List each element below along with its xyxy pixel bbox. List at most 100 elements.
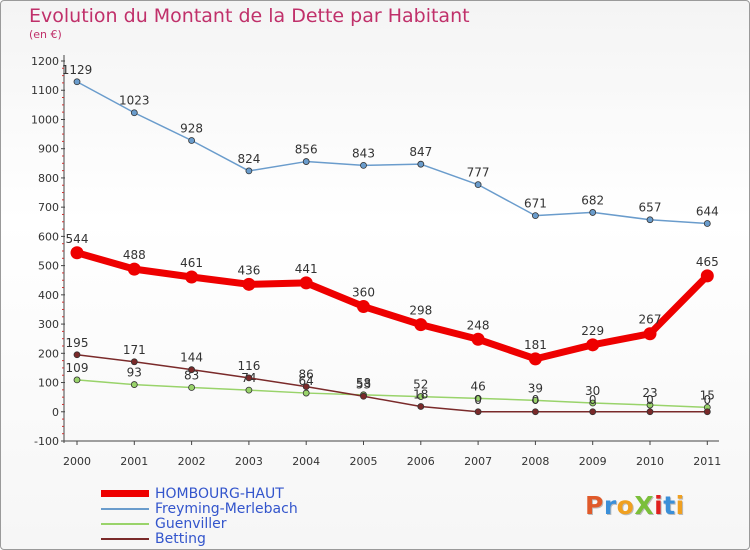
x-tick-label: 2011 bbox=[693, 455, 721, 468]
y-tick-label: 500 bbox=[38, 260, 59, 273]
x-tick-label: 2000 bbox=[63, 455, 91, 468]
data-point-freyming-merlebach bbox=[188, 137, 196, 144]
y-tick-label: -100 bbox=[34, 435, 59, 448]
data-point-guenviller bbox=[245, 386, 253, 394]
data-label-guenviller: 23 bbox=[642, 386, 657, 400]
data-label-guenviller: 52 bbox=[413, 378, 428, 392]
data-label-hombourg-haut: 181 bbox=[524, 338, 547, 352]
data-point-hombourg-haut bbox=[242, 277, 256, 291]
data-label-guenviller: 109 bbox=[66, 361, 89, 375]
data-point-freyming-merlebach bbox=[245, 167, 253, 175]
x-tick-label: 2009 bbox=[579, 455, 607, 468]
data-label-guenviller: 46 bbox=[470, 379, 485, 393]
data-label-freyming-merlebach: 847 bbox=[409, 145, 432, 159]
data-label-guenviller: 64 bbox=[299, 374, 314, 388]
y-tick-label: 300 bbox=[38, 318, 59, 331]
legend-swatch bbox=[101, 538, 149, 540]
data-point-guenviller bbox=[589, 399, 597, 407]
data-point-freyming-merlebach bbox=[417, 160, 425, 168]
data-point-freyming-merlebach bbox=[73, 78, 81, 86]
data-label-guenviller: 58 bbox=[356, 376, 371, 390]
data-label-freyming-merlebach: 644 bbox=[696, 205, 719, 219]
data-label-hombourg-haut: 465 bbox=[696, 255, 719, 269]
y-tick-label: 1100 bbox=[31, 84, 59, 97]
x-tick-label: 2006 bbox=[407, 455, 435, 468]
logo-letter: t bbox=[663, 491, 676, 520]
legend-swatch bbox=[101, 508, 149, 510]
legend-label: Guenviller bbox=[155, 516, 227, 532]
data-point-guenviller bbox=[188, 384, 196, 391]
y-tick-label: 0 bbox=[52, 406, 59, 419]
data-point-guenviller bbox=[646, 401, 654, 409]
data-label-freyming-merlebach: 671 bbox=[524, 197, 547, 211]
data-label-betting: 18 bbox=[413, 388, 428, 402]
data-label-guenviller: 39 bbox=[528, 381, 543, 395]
data-point-hombourg-haut bbox=[299, 276, 313, 290]
legend-label: Freyming-Merlebach bbox=[155, 501, 298, 517]
data-point-betting bbox=[417, 403, 425, 410]
data-point-hombourg-haut bbox=[414, 318, 428, 332]
data-label-freyming-merlebach: 856 bbox=[295, 143, 318, 157]
data-point-guenviller bbox=[73, 376, 81, 384]
data-label-hombourg-haut: 229 bbox=[581, 324, 604, 338]
y-tick-label: 1000 bbox=[31, 113, 59, 126]
data-label-freyming-merlebach: 777 bbox=[467, 166, 490, 180]
data-label-betting: 0 bbox=[532, 393, 540, 407]
data-point-guenviller bbox=[532, 396, 539, 404]
data-point-hombourg-haut bbox=[700, 269, 714, 283]
data-label-betting: 171 bbox=[123, 343, 146, 357]
logo-letter: P bbox=[585, 491, 604, 520]
data-label-freyming-merlebach: 1129 bbox=[62, 63, 93, 77]
data-point-freyming-merlebach bbox=[302, 158, 310, 165]
data-point-betting bbox=[474, 408, 482, 416]
data-label-hombourg-haut: 298 bbox=[409, 304, 432, 318]
series-line-hombourg-haut bbox=[76, 249, 710, 363]
data-label-hombourg-haut: 544 bbox=[66, 232, 89, 246]
logo-letter: r bbox=[603, 491, 617, 520]
proxiti-logo: ProXiti bbox=[585, 491, 685, 520]
y-tick-label: 1200 bbox=[31, 55, 59, 68]
logo-letter: X bbox=[634, 491, 655, 520]
chart-title: Evolution du Montant de la Dette par Hab… bbox=[29, 5, 470, 27]
data-label-betting: 53 bbox=[356, 377, 371, 391]
data-point-betting bbox=[589, 408, 597, 416]
data-point-guenviller bbox=[302, 389, 310, 397]
logo-letter: o bbox=[616, 491, 635, 520]
data-point-guenviller bbox=[417, 393, 425, 400]
legend-swatch bbox=[101, 523, 149, 525]
x-tick-label: 2010 bbox=[636, 455, 664, 468]
y-tick-label: 200 bbox=[38, 347, 59, 360]
y-tick-label: 700 bbox=[38, 201, 59, 214]
data-label-guenviller: 93 bbox=[127, 366, 142, 380]
data-point-betting bbox=[73, 351, 81, 359]
data-point-betting bbox=[360, 392, 367, 400]
chart-subtitle: (en €) bbox=[29, 28, 62, 41]
data-point-freyming-merlebach bbox=[589, 209, 597, 216]
data-label-hombourg-haut: 441 bbox=[295, 262, 318, 276]
x-tick-label: 2002 bbox=[178, 455, 206, 468]
data-point-freyming-merlebach bbox=[703, 220, 711, 227]
x-tick-label: 2004 bbox=[292, 455, 320, 468]
data-point-betting bbox=[646, 408, 654, 416]
data-label-betting: 86 bbox=[299, 368, 314, 382]
y-tick-label: 100 bbox=[38, 377, 59, 390]
data-point-betting bbox=[532, 408, 539, 416]
logo-letter: i bbox=[654, 491, 664, 520]
data-point-guenviller bbox=[474, 394, 482, 402]
data-point-hombourg-haut bbox=[127, 262, 141, 276]
data-label-freyming-merlebach: 928 bbox=[180, 122, 203, 136]
legend-swatch bbox=[101, 490, 149, 497]
data-point-betting bbox=[302, 383, 310, 391]
data-label-betting: 144 bbox=[180, 351, 203, 365]
y-tick-label: 600 bbox=[38, 230, 59, 243]
data-point-betting bbox=[188, 366, 196, 374]
data-point-freyming-merlebach bbox=[532, 212, 539, 220]
data-label-hombourg-haut: 360 bbox=[352, 286, 375, 300]
data-label-hombourg-haut: 461 bbox=[180, 256, 203, 270]
logo-letter: i bbox=[675, 491, 685, 520]
data-point-freyming-merlebach bbox=[474, 181, 482, 189]
data-point-guenviller bbox=[130, 381, 138, 388]
data-point-freyming-merlebach bbox=[360, 161, 367, 169]
data-label-hombourg-haut: 248 bbox=[467, 318, 490, 332]
series-line-guenviller bbox=[76, 379, 708, 409]
